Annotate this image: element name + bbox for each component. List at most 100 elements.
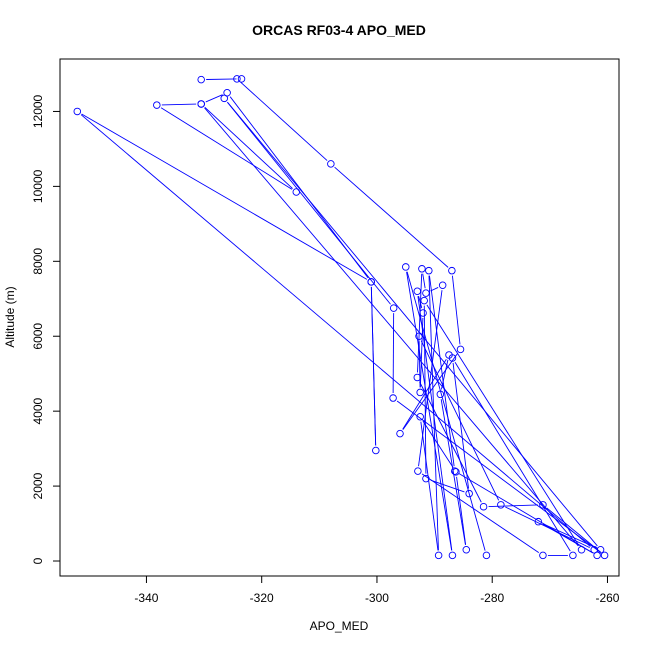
series-segment xyxy=(451,275,461,345)
data-point xyxy=(372,446,380,455)
data-point xyxy=(415,332,423,340)
series-segment xyxy=(81,113,368,280)
plot-frame xyxy=(59,58,620,577)
series-segment xyxy=(80,114,591,547)
series-points xyxy=(73,75,609,560)
x-tick-label: -280 xyxy=(480,591,504,605)
series-segment xyxy=(505,506,590,549)
x-axis: -340 -320 -300 -280 -260 xyxy=(134,575,620,605)
data-point xyxy=(223,88,231,97)
y-tick-label: 0 xyxy=(31,557,45,564)
series-segment xyxy=(440,399,466,545)
data-point xyxy=(396,429,404,438)
data-point xyxy=(434,551,443,560)
data-point xyxy=(389,304,398,312)
data-point xyxy=(233,75,241,83)
data-point xyxy=(367,278,375,286)
data-point xyxy=(600,551,609,560)
y-axis: 0 2000 4000 6000 8000 10000 12000 xyxy=(31,94,61,564)
data-point xyxy=(237,75,246,83)
series-segment xyxy=(229,96,369,279)
data-point xyxy=(419,309,427,317)
series-segment xyxy=(227,101,598,547)
data-point xyxy=(448,266,456,275)
data-point xyxy=(416,413,424,421)
series-segment xyxy=(406,271,486,551)
series-segment xyxy=(402,358,447,430)
series-segment xyxy=(206,78,237,80)
series-segment xyxy=(421,473,540,553)
series-segment xyxy=(204,107,579,547)
series-segment xyxy=(205,94,223,103)
data-point xyxy=(416,388,424,397)
x-tick-label: -260 xyxy=(595,591,619,605)
data-point xyxy=(425,266,433,275)
y-tick-label: 4000 xyxy=(31,397,45,424)
data-point xyxy=(456,345,465,354)
data-point xyxy=(422,474,430,483)
x-tick-label: -300 xyxy=(365,591,389,605)
data-point xyxy=(462,546,471,554)
series-segment xyxy=(370,286,377,446)
chart-title: ORCAS RF03-4 APO_MED xyxy=(252,22,426,38)
series-segment xyxy=(160,107,293,190)
series-segment xyxy=(546,507,602,553)
series-segment xyxy=(456,476,467,545)
x-tick-label: -340 xyxy=(134,591,158,605)
series-segment xyxy=(429,275,455,467)
x-tick-label: -320 xyxy=(250,591,274,605)
data-point xyxy=(497,501,505,509)
series-segment xyxy=(406,271,453,551)
data-point xyxy=(465,489,473,498)
y-tick-label: 10000 xyxy=(31,169,45,203)
series-segment xyxy=(392,313,395,394)
series-segment xyxy=(161,103,197,106)
data-point xyxy=(577,546,586,554)
series-segment xyxy=(454,361,571,552)
series-segment xyxy=(227,101,391,305)
data-point xyxy=(389,394,397,402)
data-point xyxy=(292,188,301,196)
data-point xyxy=(153,101,161,109)
data-point xyxy=(402,263,410,271)
data-point xyxy=(197,75,205,84)
series-segment xyxy=(422,273,426,289)
data-point xyxy=(482,551,491,560)
data-point xyxy=(451,467,459,475)
data-point xyxy=(452,468,460,476)
data-point xyxy=(197,100,205,108)
y-tick-label: 12000 xyxy=(31,94,45,128)
data-point xyxy=(448,551,457,560)
data-point xyxy=(448,354,457,362)
series-segment xyxy=(418,290,443,467)
data-point xyxy=(438,281,447,290)
series-segment xyxy=(488,504,538,507)
series-segment xyxy=(417,296,453,551)
series-segment xyxy=(240,81,328,161)
data-point xyxy=(479,502,488,511)
series-segment xyxy=(418,295,423,309)
series-segment xyxy=(426,304,580,546)
series-segment xyxy=(419,381,482,503)
y-tick-label: 6000 xyxy=(31,323,45,350)
data-point xyxy=(539,501,547,509)
series-line xyxy=(80,78,602,556)
y-tick-label: 8000 xyxy=(31,248,45,275)
data-point xyxy=(327,160,335,168)
series-segment xyxy=(334,166,449,268)
series-segment xyxy=(417,273,423,373)
y-axis-label: Altitude (m) xyxy=(3,286,17,347)
data-point xyxy=(539,551,547,560)
series-segment xyxy=(430,479,465,493)
data-point xyxy=(414,467,422,475)
data-point xyxy=(418,265,426,273)
data-point xyxy=(413,373,422,382)
data-point xyxy=(422,289,430,297)
data-point xyxy=(73,107,82,116)
series-segment xyxy=(396,400,601,553)
data-point xyxy=(590,546,598,554)
series-segment xyxy=(420,421,439,551)
series-segment xyxy=(430,287,439,292)
data-point xyxy=(569,551,577,560)
